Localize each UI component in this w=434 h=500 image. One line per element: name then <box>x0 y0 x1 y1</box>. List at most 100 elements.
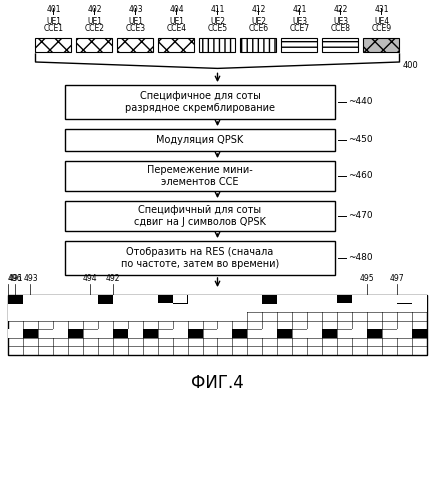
Bar <box>396 329 411 338</box>
Bar <box>322 295 336 304</box>
Bar <box>277 329 292 338</box>
Bar <box>172 329 187 338</box>
Bar <box>23 304 38 312</box>
Bar <box>411 295 426 304</box>
Bar <box>277 329 292 338</box>
Bar <box>38 304 53 312</box>
Bar <box>363 38 398 52</box>
Bar <box>53 304 68 312</box>
Bar <box>352 304 366 312</box>
Bar <box>396 304 411 312</box>
Bar <box>366 329 381 338</box>
Bar <box>381 304 396 312</box>
Bar <box>411 304 426 312</box>
Bar <box>142 295 157 304</box>
Text: ~470: ~470 <box>347 212 372 220</box>
Bar <box>217 329 232 338</box>
Bar <box>53 304 68 312</box>
Bar <box>352 329 366 338</box>
Bar <box>202 312 217 320</box>
Bar <box>217 295 232 304</box>
Bar <box>23 295 38 304</box>
Bar <box>411 295 426 304</box>
Bar <box>157 312 172 320</box>
Text: Специфичный для соты
сдвиг на J символов QPSK: Специфичный для соты сдвиг на J символов… <box>134 205 265 227</box>
Bar <box>262 295 276 304</box>
Text: 400: 400 <box>401 62 417 70</box>
Bar <box>98 329 112 338</box>
Bar <box>76 38 112 52</box>
Bar <box>65 161 334 191</box>
Bar <box>142 329 157 338</box>
Bar <box>68 304 82 312</box>
Bar <box>98 295 112 304</box>
Bar <box>202 295 217 304</box>
Bar <box>366 295 381 304</box>
Text: 493: 493 <box>23 274 38 283</box>
Bar <box>202 304 217 312</box>
Bar <box>65 129 334 151</box>
Bar <box>306 329 322 338</box>
Bar <box>187 295 202 304</box>
Bar <box>172 304 187 312</box>
Bar <box>38 295 53 304</box>
Bar <box>262 329 277 338</box>
Bar <box>277 304 292 312</box>
Text: ~480: ~480 <box>347 254 372 262</box>
Bar <box>8 295 426 354</box>
Bar <box>247 304 262 312</box>
Bar <box>128 312 142 320</box>
Bar <box>128 304 142 312</box>
Bar <box>68 312 82 320</box>
Bar <box>187 312 202 320</box>
Bar <box>396 329 411 338</box>
Bar <box>217 295 232 304</box>
Text: Модуляция QPSK: Модуляция QPSK <box>156 135 243 145</box>
Text: 403: 403 <box>128 5 142 14</box>
Text: UE2: UE2 <box>250 17 265 26</box>
Bar <box>8 304 23 312</box>
Text: CCE3: CCE3 <box>125 24 145 33</box>
Bar <box>98 312 112 320</box>
Bar <box>8 295 23 304</box>
Bar <box>352 295 366 304</box>
Bar <box>23 329 38 338</box>
Text: 495: 495 <box>359 274 374 283</box>
Bar <box>8 304 23 312</box>
Bar <box>292 295 306 304</box>
Bar <box>68 329 82 338</box>
Bar <box>322 304 336 312</box>
Bar <box>172 304 187 312</box>
Bar <box>23 295 38 304</box>
Bar <box>68 295 82 304</box>
Bar <box>23 312 38 320</box>
Bar <box>187 304 202 312</box>
Bar <box>307 304 322 312</box>
Bar <box>381 295 396 304</box>
Bar <box>142 312 157 320</box>
Bar <box>217 304 232 312</box>
Text: Специфичное для соты
разрядное скремблирование: Специфичное для соты разрядное скремблир… <box>125 91 274 113</box>
Bar <box>322 38 358 52</box>
Bar <box>142 312 157 320</box>
Text: UE3: UE3 <box>332 17 347 26</box>
Bar <box>53 295 68 304</box>
Bar <box>112 329 128 338</box>
Bar <box>202 312 217 320</box>
Bar <box>366 304 381 312</box>
Bar <box>262 329 276 338</box>
Bar <box>83 304 98 312</box>
Text: 492: 492 <box>105 274 120 283</box>
Bar <box>172 295 187 304</box>
Bar <box>396 295 411 304</box>
Bar <box>277 295 292 304</box>
Text: UE1: UE1 <box>128 17 143 26</box>
Bar <box>366 295 381 304</box>
Text: ~440: ~440 <box>347 98 372 106</box>
Bar <box>8 295 23 304</box>
Text: 496: 496 <box>8 274 23 283</box>
Text: ~460: ~460 <box>347 172 372 180</box>
Bar <box>112 312 128 320</box>
Text: CCE5: CCE5 <box>207 24 227 33</box>
Bar <box>158 304 172 312</box>
